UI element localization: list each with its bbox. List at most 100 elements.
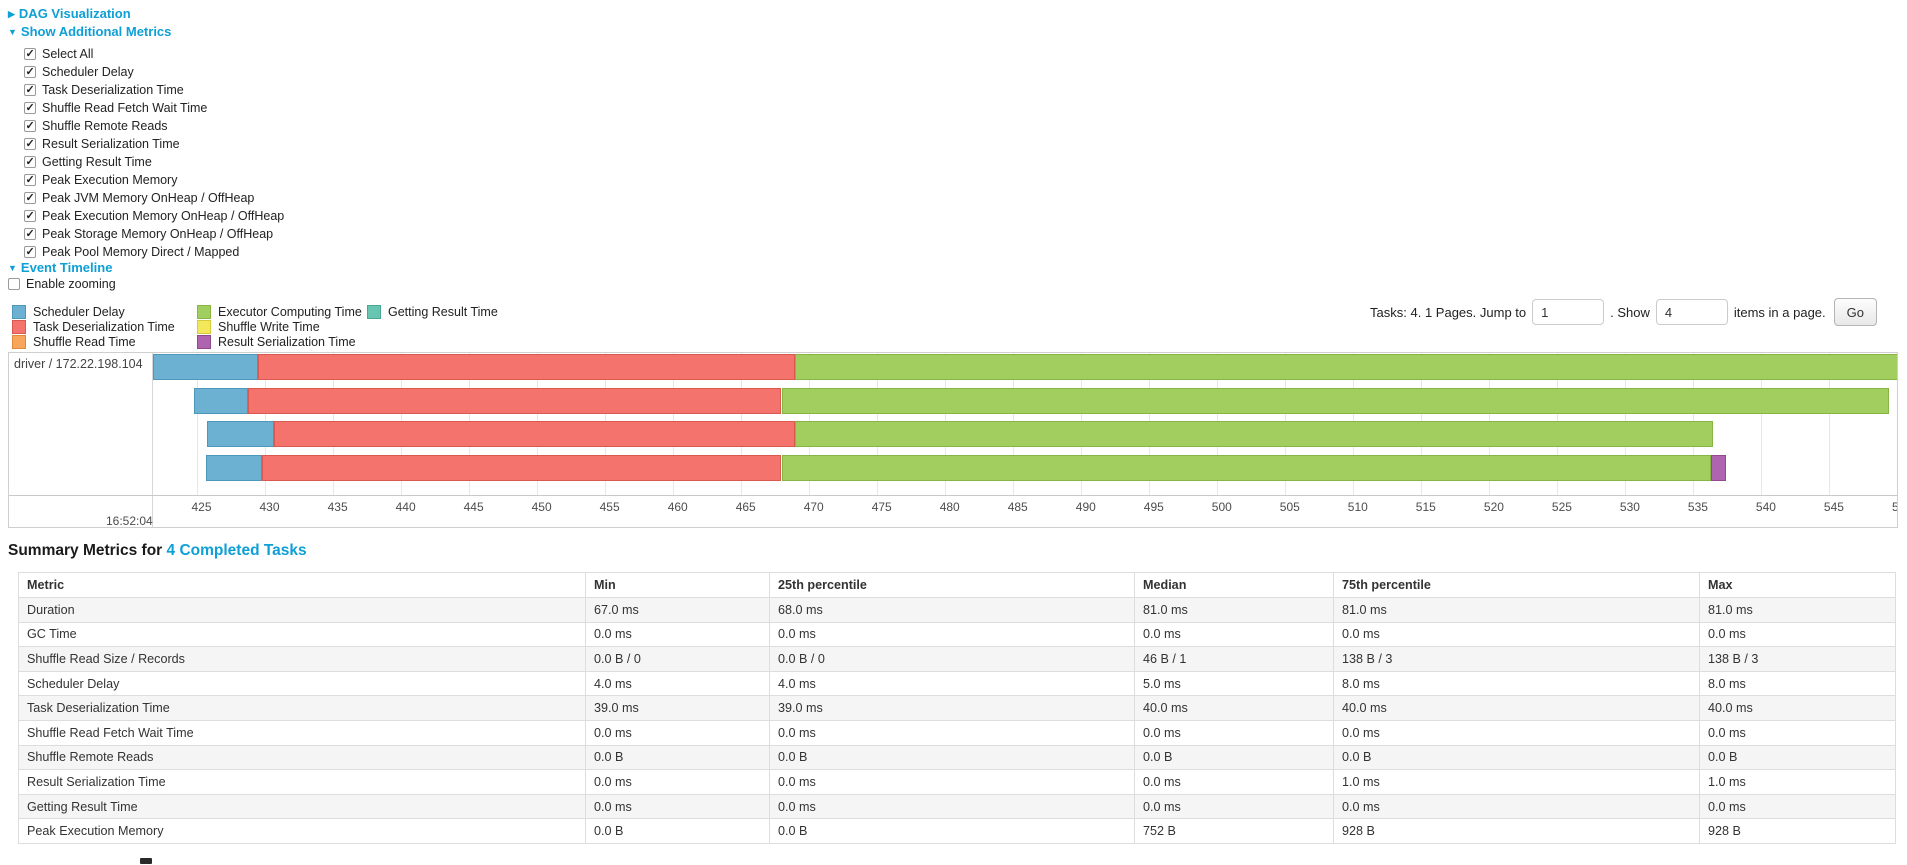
event-timeline-chart[interactable]: driver / 172.22.198.104 16:52:04 425 430 4… bbox=[8, 352, 1898, 528]
tasks-count-text: Tasks: 4. 1 Pages. Jump to bbox=[1370, 304, 1527, 320]
timeline-gridline bbox=[1897, 353, 1898, 495]
checkbox-input[interactable] bbox=[24, 155, 36, 168]
timeline-tick-label: 495 bbox=[1143, 500, 1164, 514]
task-bar-1-executor_computing[interactable] bbox=[795, 354, 1897, 380]
enable-zooming-checkbox[interactable]: Enable zooming bbox=[8, 276, 116, 292]
metric-checkbox-peak-storage-memory-onheap-offheap[interactable]: Peak Storage Memory OnHeap / OffHeap bbox=[24, 225, 284, 243]
timeline-tick-label: 525 bbox=[1551, 500, 1572, 514]
checkbox-input[interactable] bbox=[24, 227, 36, 240]
checkbox-input[interactable] bbox=[24, 101, 36, 114]
timeline-axis-line bbox=[9, 495, 1897, 496]
task-bar-4-result_serialization[interactable] bbox=[1710, 454, 1726, 481]
task-bar-2-executor_computing[interactable] bbox=[781, 387, 1889, 414]
event-timeline-toggle[interactable]: ▼ Event Timeline bbox=[8, 260, 113, 275]
task-bar-4-task_deserialization[interactable] bbox=[261, 454, 782, 481]
executor-group-label: driver / 172.22.198.104 bbox=[14, 357, 143, 371]
timeline-tick-label: 500 bbox=[1211, 500, 1232, 514]
metric-value-cell: 0.0 ms bbox=[769, 769, 1135, 795]
metric-checkbox-select-all[interactable]: Select All bbox=[24, 45, 284, 63]
checkbox-label: Peak Execution Memory bbox=[42, 173, 178, 187]
checkbox-input[interactable] bbox=[24, 173, 36, 186]
metric-checkbox-peak-execution-memory-onheap-offheap[interactable]: Peak Execution Memory OnHeap / OffHeap bbox=[24, 207, 284, 225]
column-header-75th-percentile: 75th percentile bbox=[1333, 572, 1700, 598]
timeline-gridline bbox=[1760, 353, 1762, 495]
checkbox-input[interactable] bbox=[24, 65, 36, 78]
enable-zooming-input[interactable] bbox=[8, 278, 20, 290]
timeline-tick-label: 515 bbox=[1415, 500, 1436, 514]
metric-value-cell: 39.0 ms bbox=[585, 695, 770, 721]
metric-checkbox-getting-result-time[interactable]: Getting Result Time bbox=[24, 153, 284, 171]
metric-value-cell: 0.0 ms bbox=[1333, 719, 1700, 746]
metric-value-cell: 40.0 ms bbox=[1134, 695, 1334, 721]
metric-value-cell: 928 B bbox=[1699, 818, 1896, 844]
metric-value-cell: 4.0 ms bbox=[769, 670, 1135, 697]
checkbox-input[interactable] bbox=[24, 137, 36, 150]
metric-checkbox-shuffle-remote-reads[interactable]: Shuffle Remote Reads bbox=[24, 117, 284, 135]
metric-name-cell: Shuffle Read Size / Records bbox=[18, 646, 586, 672]
timeline-tick-label: 455 bbox=[599, 500, 620, 514]
task-bar-4-executor_computing[interactable] bbox=[781, 454, 1711, 481]
metric-value-cell: 928 B bbox=[1333, 818, 1700, 844]
result_serialization-swatch-icon bbox=[197, 335, 211, 350]
task-bar-2-task_deserialization[interactable] bbox=[248, 387, 782, 414]
go-button[interactable]: Go bbox=[1833, 298, 1877, 326]
metric-checkbox-task-deserialization-time[interactable]: Task Deserialization Time bbox=[24, 81, 284, 99]
dag-visualization-toggle[interactable]: ▶ DAG Visualization bbox=[8, 6, 131, 21]
timeline-tick-label: 425 bbox=[191, 500, 212, 514]
clipped-content-fragment bbox=[140, 858, 152, 864]
metric-value-cell: 0.0 B / 0 bbox=[769, 646, 1135, 672]
show-additional-metrics-toggle[interactable]: ▼ Show Additional Metrics bbox=[8, 24, 172, 39]
checkbox-input[interactable] bbox=[24, 119, 36, 132]
task-bar-3-scheduler_delay[interactable] bbox=[207, 421, 275, 447]
items-per-page-input[interactable] bbox=[1655, 299, 1728, 325]
metric-name-cell: Shuffle Remote Reads bbox=[18, 744, 586, 771]
checkbox-input[interactable] bbox=[24, 209, 36, 222]
items-in-page-text: items in a page. bbox=[1733, 304, 1826, 320]
checkbox-label: Task Deserialization Time bbox=[42, 83, 184, 97]
metric-value-cell: 0.0 ms bbox=[769, 793, 1135, 820]
metric-value-cell: 0.0 ms bbox=[1134, 719, 1334, 746]
metric-checkbox-peak-pool-memory-direct-mapped[interactable]: Peak Pool Memory Direct / Mapped bbox=[24, 243, 284, 261]
legend-label: Getting Result Time bbox=[388, 304, 498, 319]
checkbox-input[interactable] bbox=[24, 83, 36, 96]
checkbox-input[interactable] bbox=[24, 47, 36, 60]
metric-value-cell: 0.0 ms bbox=[1134, 621, 1334, 648]
metric-value-cell: 0.0 ms bbox=[1333, 793, 1700, 820]
checkbox-label: Getting Result Time bbox=[42, 155, 152, 169]
timeline-gridline bbox=[196, 353, 198, 495]
metric-checkbox-shuffle-read-fetch-wait-time[interactable]: Shuffle Read Fetch Wait Time bbox=[24, 99, 284, 117]
metric-checkbox-peak-jvm-memory-onheap-offheap[interactable]: Peak JVM Memory OnHeap / OffHeap bbox=[24, 189, 284, 207]
task-bar-3-task_deserialization[interactable] bbox=[274, 421, 796, 447]
task-bar-2-scheduler_delay[interactable] bbox=[193, 387, 249, 414]
checkbox-input[interactable] bbox=[24, 245, 36, 258]
metric-checkbox-scheduler-delay[interactable]: Scheduler Delay bbox=[24, 63, 284, 81]
metric-value-cell: 8.0 ms bbox=[1699, 670, 1896, 697]
chevron-right-icon: ▶ bbox=[8, 9, 15, 19]
metric-value-cell: 0.0 ms bbox=[585, 769, 770, 795]
checkbox-label: Scheduler Delay bbox=[42, 65, 134, 79]
metric-value-cell: 0.0 ms bbox=[585, 621, 770, 648]
checkbox-label: Shuffle Read Fetch Wait Time bbox=[42, 101, 208, 115]
timeline-tick-label: 510 bbox=[1347, 500, 1368, 514]
metric-checkbox-peak-execution-memory[interactable]: Peak Execution Memory bbox=[24, 171, 284, 189]
metric-value-cell: 81.0 ms bbox=[1699, 597, 1896, 623]
additional-metrics-checkbox-list: Select All Scheduler Delay Task Deserializ… bbox=[24, 45, 284, 261]
metric-value-cell: 46 B / 1 bbox=[1134, 646, 1334, 672]
metric-value-cell: 4.0 ms bbox=[585, 670, 770, 697]
completed-tasks-link[interactable]: 4 Completed Tasks bbox=[166, 542, 307, 559]
legend-label: Task Deserialization Time bbox=[33, 319, 175, 334]
task-bar-1-scheduler_delay[interactable] bbox=[153, 354, 258, 380]
timeline-tick-label: 445 bbox=[463, 500, 484, 514]
checkbox-label: Peak Storage Memory OnHeap / OffHeap bbox=[42, 227, 274, 241]
checkbox-input[interactable] bbox=[24, 191, 36, 204]
task-bar-1-task_deserialization[interactable] bbox=[257, 354, 795, 380]
jump-to-page-input[interactable] bbox=[1532, 299, 1605, 325]
task-bar-4-scheduler_delay[interactable] bbox=[206, 454, 262, 481]
task-bar-3-executor_computing[interactable] bbox=[795, 421, 1714, 447]
timeline-tick-label: 460 bbox=[667, 500, 688, 514]
metric-checkbox-result-serialization-time[interactable]: Result Serialization Time bbox=[24, 135, 284, 153]
table-row: Peak Execution Memory 0.0 B 0.0 B 752 B 928 … bbox=[18, 818, 1896, 844]
metric-value-cell: 0.0 ms bbox=[1333, 621, 1700, 648]
timeline-tick-label: 430 bbox=[259, 500, 280, 514]
metric-value-cell: 5.0 ms bbox=[1134, 670, 1334, 697]
